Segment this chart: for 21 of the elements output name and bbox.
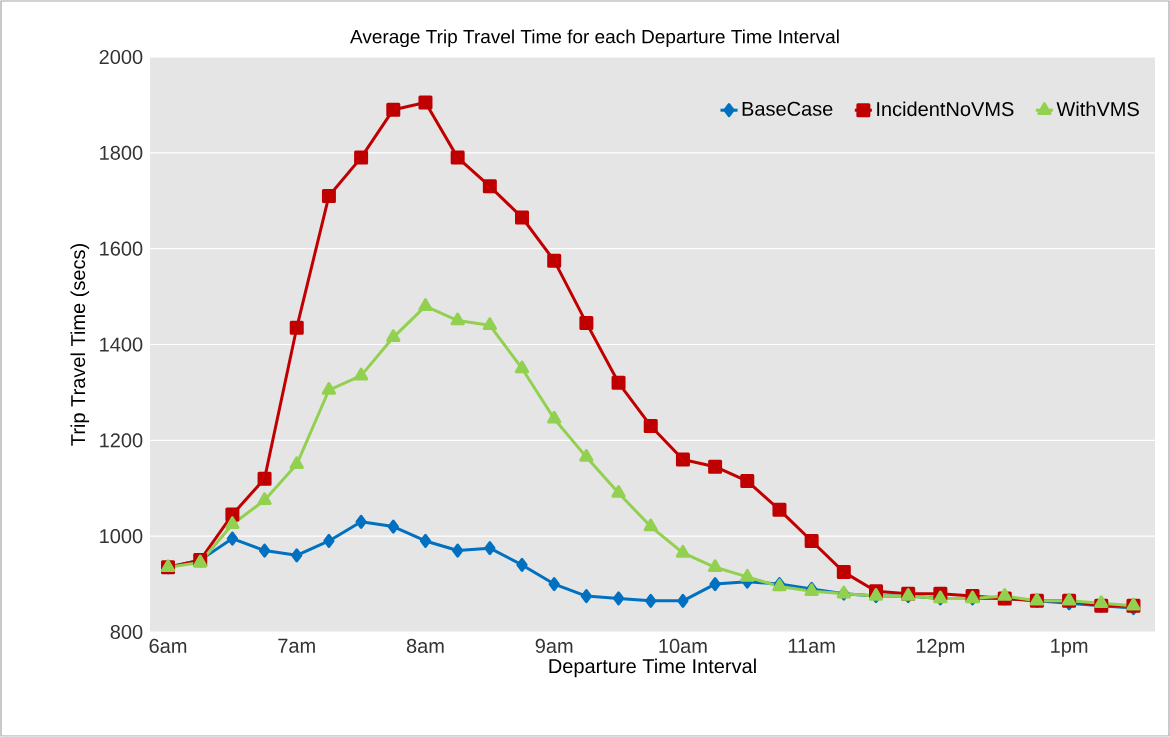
x-tick-label: 10am — [659, 638, 707, 654]
chart-title: Average Trip Travel Time for each Departure Time Interval — [350, 29, 839, 48]
x-tick-label: 8am — [406, 638, 444, 654]
y-tick-label: 1200 — [100, 433, 143, 448]
x-tick-label: 1pm — [1051, 638, 1088, 657]
legend-label: WithVMS — [1056, 101, 1139, 117]
y-tick-label: 2000 — [99, 49, 143, 65]
x-tick-label: 12pm — [916, 638, 965, 657]
y-tick-label: 1600 — [100, 241, 143, 256]
y-axis-title: Trip Travel Time (secs) — [70, 244, 90, 446]
legend-label: IncidentNoVMS — [877, 101, 1014, 117]
y-tick-label: 1000 — [100, 529, 143, 544]
y-tick-label: 1800 — [100, 145, 143, 160]
x-tick-label: 9am — [535, 638, 573, 654]
y-tick-label: 1400 — [100, 337, 143, 352]
legend-label: BaseCase — [742, 101, 833, 116]
x-axis-title: Departure Time Interval — [549, 658, 756, 678]
x-tick-label: 7am — [278, 638, 315, 653]
y-tick-label: 800 — [110, 624, 143, 640]
x-tick-label: 6am — [149, 638, 187, 654]
x-tick-label: 11am — [788, 638, 835, 653]
